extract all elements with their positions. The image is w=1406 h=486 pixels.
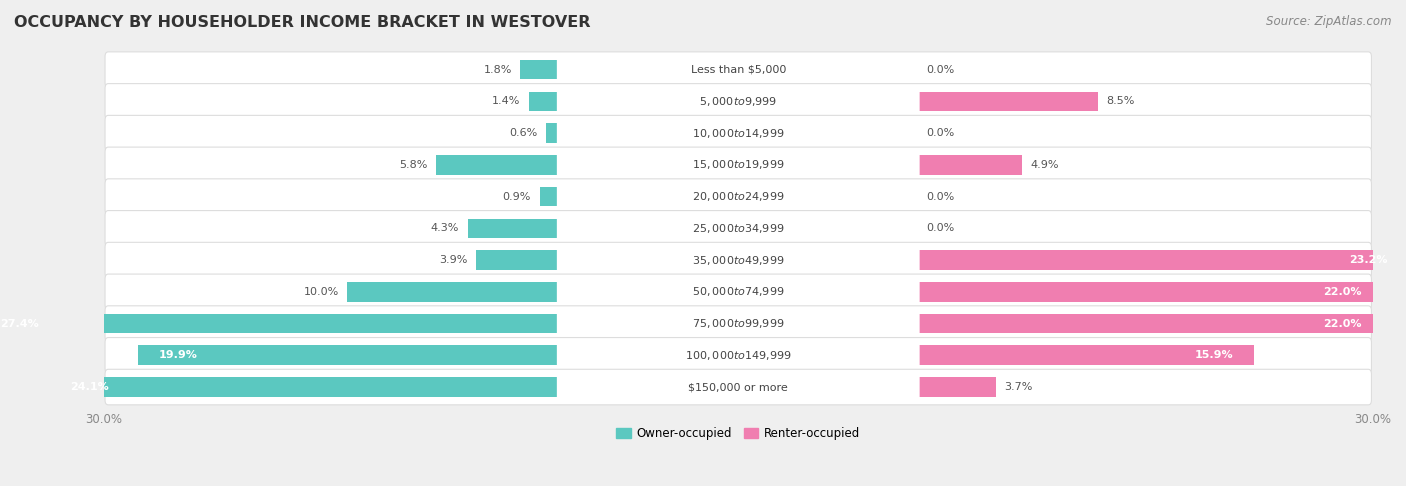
Text: 19.9%: 19.9% [159, 350, 198, 360]
FancyBboxPatch shape [557, 216, 920, 241]
FancyBboxPatch shape [557, 311, 920, 336]
Text: 8.5%: 8.5% [1107, 96, 1135, 106]
FancyBboxPatch shape [557, 89, 920, 114]
Text: $5,000 to $9,999: $5,000 to $9,999 [699, 95, 778, 108]
Text: 27.4%: 27.4% [0, 319, 39, 329]
Text: $10,000 to $14,999: $10,000 to $14,999 [692, 127, 785, 139]
FancyBboxPatch shape [105, 243, 1371, 278]
Bar [347, 282, 558, 302]
Bar [540, 187, 558, 207]
FancyBboxPatch shape [105, 306, 1371, 341]
FancyBboxPatch shape [105, 84, 1371, 119]
Bar [477, 250, 558, 270]
Text: $75,000 to $99,999: $75,000 to $99,999 [692, 317, 785, 330]
Bar [436, 155, 558, 174]
FancyBboxPatch shape [557, 184, 920, 209]
FancyBboxPatch shape [557, 153, 920, 177]
Bar [918, 91, 1098, 111]
Text: 10.0%: 10.0% [304, 287, 339, 297]
Bar [138, 346, 558, 365]
FancyBboxPatch shape [557, 375, 920, 399]
Text: $50,000 to $74,999: $50,000 to $74,999 [692, 285, 785, 298]
Text: 22.0%: 22.0% [1323, 287, 1362, 297]
Text: 0.0%: 0.0% [927, 65, 955, 75]
Text: $35,000 to $49,999: $35,000 to $49,999 [692, 254, 785, 267]
Text: $25,000 to $34,999: $25,000 to $34,999 [692, 222, 785, 235]
Bar [918, 155, 1022, 174]
Text: Less than $5,000: Less than $5,000 [690, 65, 786, 75]
Bar [918, 314, 1384, 333]
Legend: Owner-occupied, Renter-occupied: Owner-occupied, Renter-occupied [612, 422, 865, 445]
Bar [49, 377, 558, 397]
Bar [918, 250, 1406, 270]
FancyBboxPatch shape [105, 210, 1371, 246]
FancyBboxPatch shape [105, 338, 1371, 373]
Bar [918, 377, 997, 397]
Text: 1.4%: 1.4% [492, 96, 520, 106]
FancyBboxPatch shape [105, 274, 1371, 310]
FancyBboxPatch shape [557, 57, 920, 82]
Bar [546, 123, 558, 143]
Text: 22.0%: 22.0% [1323, 319, 1362, 329]
Bar [468, 219, 558, 238]
FancyBboxPatch shape [557, 343, 920, 368]
Text: $150,000 or more: $150,000 or more [689, 382, 789, 392]
Text: 0.0%: 0.0% [927, 224, 955, 233]
Bar [529, 91, 558, 111]
Text: 0.0%: 0.0% [927, 128, 955, 138]
Text: $15,000 to $19,999: $15,000 to $19,999 [692, 158, 785, 172]
FancyBboxPatch shape [557, 279, 920, 304]
Bar [918, 282, 1384, 302]
Text: 0.0%: 0.0% [927, 191, 955, 202]
Text: 0.9%: 0.9% [503, 191, 531, 202]
Text: 1.8%: 1.8% [484, 65, 512, 75]
Text: $20,000 to $24,999: $20,000 to $24,999 [692, 190, 785, 203]
Text: 4.3%: 4.3% [430, 224, 460, 233]
FancyBboxPatch shape [557, 121, 920, 145]
Text: OCCUPANCY BY HOUSEHOLDER INCOME BRACKET IN WESTOVER: OCCUPANCY BY HOUSEHOLDER INCOME BRACKET … [14, 15, 591, 30]
Bar [918, 346, 1254, 365]
Text: 3.7%: 3.7% [1005, 382, 1033, 392]
Text: 3.9%: 3.9% [439, 255, 468, 265]
Text: 24.1%: 24.1% [70, 382, 108, 392]
Bar [0, 314, 558, 333]
Text: 23.2%: 23.2% [1348, 255, 1388, 265]
Text: Source: ZipAtlas.com: Source: ZipAtlas.com [1267, 15, 1392, 28]
FancyBboxPatch shape [105, 52, 1371, 87]
FancyBboxPatch shape [105, 147, 1371, 183]
FancyBboxPatch shape [557, 248, 920, 273]
Text: 5.8%: 5.8% [399, 160, 427, 170]
Text: 0.6%: 0.6% [509, 128, 537, 138]
FancyBboxPatch shape [105, 115, 1371, 151]
Text: 4.9%: 4.9% [1031, 160, 1059, 170]
FancyBboxPatch shape [105, 179, 1371, 214]
Text: $100,000 to $149,999: $100,000 to $149,999 [685, 349, 792, 362]
FancyBboxPatch shape [105, 369, 1371, 405]
Bar [520, 60, 558, 80]
Text: 15.9%: 15.9% [1194, 350, 1233, 360]
